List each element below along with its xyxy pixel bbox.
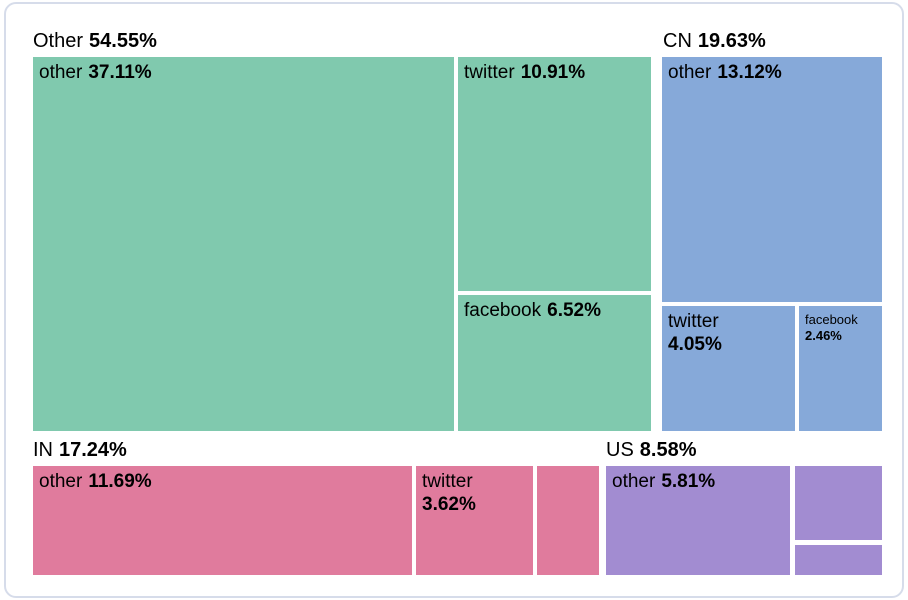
cell-label-name: facebook: [805, 312, 858, 327]
group-name: CN: [663, 30, 692, 52]
cell-label-name: twitter: [464, 62, 515, 83]
treemap-cell-us-other[interactable]: other 5.81%: [606, 466, 790, 575]
cell-label-percent: 37.11%: [88, 62, 152, 83]
group-percent: 54.55%: [89, 30, 157, 52]
treemap-cell-in-twitter[interactable]: twitter 3.62%: [416, 466, 533, 575]
group-name: US: [606, 439, 634, 461]
treemap-cell-in-unlabeled[interactable]: [537, 466, 599, 575]
cell-label-percent: 2.46%: [805, 328, 842, 343]
group-percent: 19.63%: [697, 30, 766, 52]
treemap-cell-us-unlabeled-top[interactable]: [795, 466, 882, 540]
visualization-panel: Other 54.55% CN 19.63% IN 17.24% US 8.58% ot…: [4, 2, 904, 598]
cell-label-percent: 3.62%: [422, 494, 476, 515]
cell-label-name: twitter: [422, 471, 473, 492]
group-percent: 17.24%: [59, 439, 127, 461]
group-header-in: IN 17.24%: [33, 439, 127, 461]
cell-label-percent: 6.52%: [547, 300, 601, 321]
treemap-cell-other-twitter[interactable]: twitter 10.91%: [458, 57, 651, 291]
treemap-cell-us-unlabeled-bottom[interactable]: [795, 545, 882, 575]
cell-label-percent: 10.91%: [520, 62, 586, 83]
group-header-cn: CN 19.63%: [663, 30, 766, 52]
treemap-cell-cn-twitter[interactable]: twitter 4.05%: [662, 306, 795, 431]
treemap-cell-other-other[interactable]: other 37.11%: [33, 57, 454, 431]
treemap-cell-cn-other[interactable]: other 13.12%: [662, 57, 882, 302]
cell-label-name: other: [668, 62, 712, 83]
group-name: IN: [33, 439, 53, 461]
cell-label-name: other: [612, 471, 656, 492]
cell-label-percent: 4.05%: [668, 334, 722, 355]
cell-label-name: twitter: [668, 311, 719, 332]
treemap-cell-other-facebook[interactable]: facebook 6.52%: [458, 295, 651, 431]
treemap-chart: Other 54.55% CN 19.63% IN 17.24% US 8.58% ot…: [6, 4, 902, 596]
cell-label-name: other: [39, 471, 83, 492]
cell-label-name: other: [39, 62, 83, 83]
cell-label-name: facebook: [464, 300, 542, 321]
group-header-other: Other 54.55%: [33, 30, 157, 52]
group-name: Other: [33, 30, 84, 52]
treemap-cell-cn-facebook[interactable]: facebook 2.46%: [799, 306, 882, 431]
cell-label-percent: 13.12%: [717, 62, 782, 83]
cell-label-percent: 11.69%: [88, 471, 152, 492]
treemap-cell-in-other[interactable]: other 11.69%: [33, 466, 412, 575]
group-header-us: US 8.58%: [606, 439, 697, 461]
group-percent: 8.58%: [639, 439, 697, 461]
cell-label-percent: 5.81%: [661, 471, 716, 492]
